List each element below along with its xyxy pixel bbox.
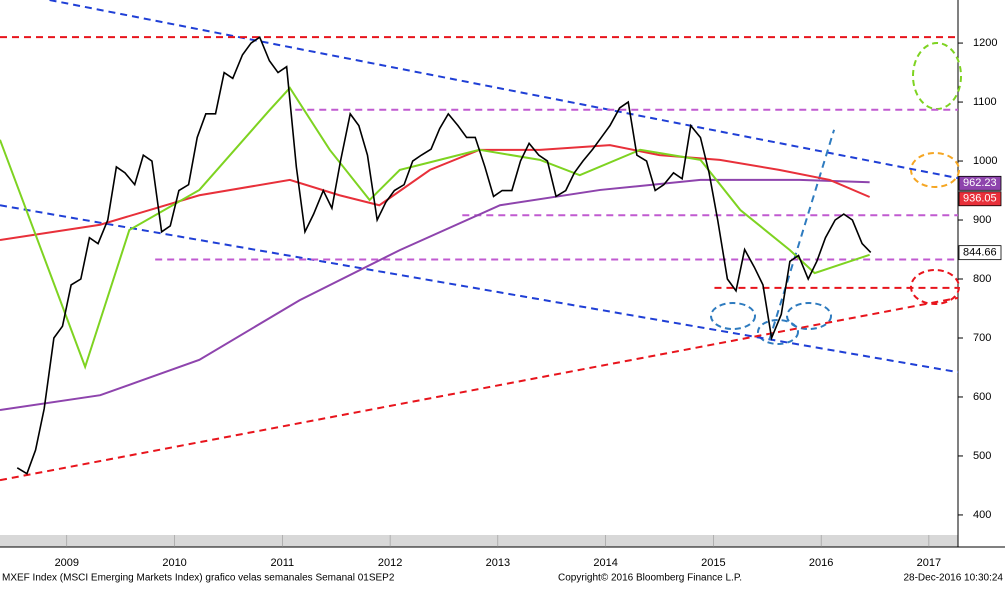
footer-center: Copyright© 2016 Bloomberg Finance L.P. [558, 573, 742, 584]
annotation-circle [710, 302, 756, 330]
trendline [49, 0, 959, 180]
y-tick-label: 1200 [973, 37, 997, 49]
x-tick-label: 2013 [486, 557, 510, 569]
trendline [0, 204, 959, 374]
y-tick-label: 700 [973, 332, 991, 344]
price-label-box [958, 191, 1002, 207]
x-tick-label: 2012 [378, 557, 402, 569]
y-tick-label: 1100 [973, 96, 997, 108]
trendline [0, 296, 959, 482]
y-tick-label: 500 [973, 450, 991, 462]
x-tick-label: 2017 [917, 557, 941, 569]
series-line [16, 35, 872, 475]
trendline [768, 129, 836, 341]
footer-right: 28-Dec-2016 10:30:24 [903, 573, 1003, 584]
axis-strip [0, 535, 958, 547]
price-label-box [958, 175, 1002, 191]
y-tick-label: 1000 [973, 155, 997, 167]
annotation-circle [910, 152, 960, 188]
y-tick-label: 400 [973, 509, 991, 521]
annotation-circle [912, 42, 962, 110]
footer-left: MXEF Index (MSCI Emerging Markets Index)… [2, 573, 395, 584]
price-label: 936.05 [963, 193, 997, 205]
x-tick-label: 2009 [55, 557, 79, 569]
x-tick-label: 2016 [809, 557, 833, 569]
y-tick-label: 600 [973, 391, 991, 403]
price-label-box [958, 245, 1002, 261]
series-line [0, 178, 870, 411]
x-tick-label: 2014 [593, 557, 617, 569]
y-tick-label: 900 [973, 214, 991, 226]
x-tick-label: 2015 [701, 557, 725, 569]
annotation-circle [757, 319, 799, 345]
price-label: 844.66 [963, 247, 997, 259]
y-tick-label: 800 [973, 273, 991, 285]
series-line [0, 144, 871, 242]
x-tick-label: 2011 [271, 557, 295, 569]
series-line [0, 86, 870, 370]
annotation-circle [786, 302, 832, 330]
price-label: 962.23 [963, 177, 997, 189]
x-tick-label: 2010 [162, 557, 186, 569]
